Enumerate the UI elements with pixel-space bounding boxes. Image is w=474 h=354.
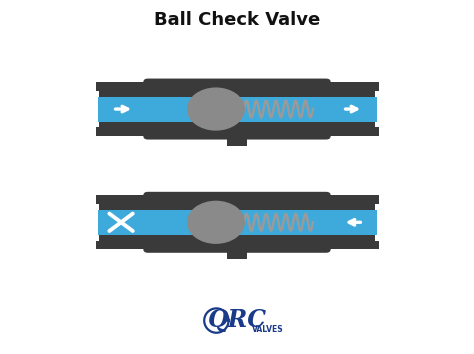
Bar bbox=[97, 195, 115, 204]
Bar bbox=[150, 210, 324, 235]
Bar bbox=[360, 82, 379, 91]
Bar bbox=[320, 210, 377, 235]
Bar bbox=[320, 97, 377, 121]
Bar bbox=[321, 195, 375, 249]
Text: QRC: QRC bbox=[208, 308, 266, 332]
Bar bbox=[97, 82, 115, 91]
Bar bbox=[227, 135, 247, 146]
Bar bbox=[360, 241, 379, 249]
Bar bbox=[150, 97, 324, 121]
FancyBboxPatch shape bbox=[143, 192, 331, 253]
Bar bbox=[99, 82, 153, 136]
Text: Ball Check Valve: Ball Check Valve bbox=[154, 11, 320, 29]
Bar bbox=[97, 241, 115, 249]
Bar bbox=[321, 82, 375, 136]
Bar bbox=[227, 249, 247, 259]
FancyBboxPatch shape bbox=[143, 79, 331, 139]
Bar bbox=[97, 127, 115, 136]
Bar bbox=[360, 127, 379, 136]
Bar bbox=[98, 210, 154, 235]
Circle shape bbox=[187, 201, 245, 244]
Bar bbox=[98, 97, 154, 121]
Bar bbox=[99, 195, 153, 249]
Text: VALVES: VALVES bbox=[252, 325, 283, 334]
Circle shape bbox=[187, 87, 245, 131]
Bar bbox=[360, 195, 379, 204]
